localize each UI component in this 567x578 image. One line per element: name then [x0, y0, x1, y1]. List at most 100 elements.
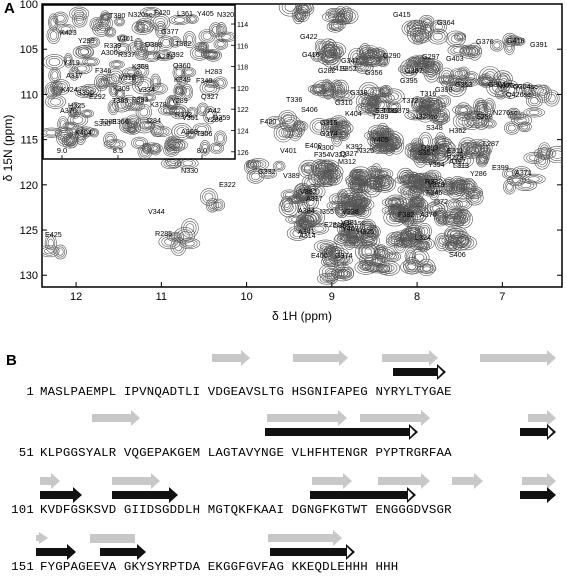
contour-ring	[202, 190, 216, 204]
contour-ring	[460, 69, 467, 76]
contour-ring	[345, 174, 367, 186]
contour-ring	[220, 34, 232, 40]
contour-ring	[479, 156, 486, 163]
contour-ring	[360, 225, 376, 239]
peak-label: A397	[449, 157, 466, 166]
contour-ring	[423, 63, 437, 75]
contour-ring	[137, 24, 143, 31]
contour-ring	[72, 11, 88, 28]
contour-ring	[78, 127, 93, 136]
contour-ring	[188, 132, 194, 138]
contour-ring	[411, 23, 422, 33]
contour-ring	[142, 8, 160, 17]
contour-ring	[373, 245, 387, 259]
contour-ring	[334, 118, 343, 125]
contour-ring	[364, 130, 385, 141]
y-tick-label: 105	[20, 44, 38, 56]
contour-ring	[45, 94, 67, 109]
sequence-block-text: KVDFGSKSVD	[40, 503, 117, 517]
contour-ring	[457, 34, 464, 40]
contour-ring	[378, 130, 389, 141]
contour-ring	[504, 181, 515, 193]
contour-ring	[377, 169, 391, 178]
contour-ring	[376, 262, 393, 275]
inset-y-tick-label: 120	[237, 86, 249, 93]
contour-ring	[331, 264, 355, 282]
contour-ring	[177, 76, 187, 85]
contour-ring	[77, 131, 84, 141]
contour-ring	[458, 237, 475, 249]
beta-strand-arrow	[112, 473, 160, 489]
contour-ring	[438, 67, 455, 87]
beta-strand-arrow	[480, 350, 556, 366]
peak-label: S357	[418, 148, 435, 157]
contour-ring	[320, 256, 339, 268]
peak-label: S352	[340, 64, 357, 73]
contour-ring	[366, 92, 379, 107]
contour-ring	[455, 154, 472, 167]
contour-ring	[378, 125, 388, 140]
contour-ring	[454, 153, 465, 161]
contour-ring	[418, 58, 428, 67]
contour-ring	[470, 189, 479, 196]
contour-ring	[361, 255, 376, 265]
contour-ring	[405, 232, 417, 243]
contour-ring	[357, 62, 372, 73]
contour-ring	[401, 240, 412, 246]
contour-ring	[438, 234, 462, 247]
contour-ring	[376, 248, 384, 256]
contour-ring	[209, 142, 225, 154]
peak-label: G290	[383, 51, 401, 60]
peak-label: K309	[113, 84, 130, 93]
contour-ring	[132, 44, 143, 52]
contour-ring	[456, 208, 471, 223]
contour-ring	[310, 170, 327, 185]
contour-ring	[325, 259, 335, 265]
contour-ring	[170, 37, 180, 47]
sequence-block-text: MGTQKFKAAI	[207, 503, 285, 517]
contour-ring	[125, 114, 141, 129]
contour-ring	[165, 107, 183, 114]
contour-ring	[413, 198, 421, 205]
peak-label: L361	[177, 9, 193, 18]
peak-label: L324	[415, 233, 431, 242]
contour-ring	[319, 243, 332, 250]
contour-ring	[159, 37, 173, 49]
contour-ring	[337, 128, 350, 141]
contour-ring	[512, 36, 526, 46]
contour-ring	[336, 8, 346, 23]
contour-ring	[54, 13, 67, 24]
contour-ring	[437, 96, 450, 106]
contour-ring	[186, 14, 199, 24]
contour-ring	[409, 226, 417, 236]
contour-ring	[355, 93, 376, 110]
contour-ring	[212, 26, 220, 34]
y-tick-label: 100	[20, 0, 38, 11]
contour-ring	[284, 4, 296, 12]
inset-x-tick-label: 9.0	[57, 146, 67, 155]
contour-ring	[378, 58, 385, 64]
contour-ring	[437, 211, 445, 219]
contour-ring	[204, 192, 214, 202]
contour-ring	[321, 265, 340, 279]
contour-ring	[320, 171, 338, 181]
contour-ring	[514, 179, 537, 192]
contour-ring	[94, 73, 109, 92]
contour-ring	[318, 83, 330, 92]
contour-ring	[335, 271, 346, 277]
contour-ring	[66, 123, 75, 129]
contour-ring	[359, 64, 369, 71]
peak-label: F393	[132, 95, 148, 104]
contour-ring	[340, 190, 358, 205]
beta-strand-arrow	[212, 350, 250, 366]
contour-ring	[119, 36, 126, 41]
contour-ring	[448, 32, 464, 45]
contour-ring	[404, 247, 417, 265]
contour-ring	[411, 251, 427, 265]
contour-ring	[511, 177, 521, 184]
contour-ring	[506, 170, 514, 177]
contour-ring	[208, 22, 223, 38]
contour-ring	[121, 121, 129, 130]
contour-ring	[107, 99, 119, 116]
peak-label: E400	[311, 251, 328, 260]
